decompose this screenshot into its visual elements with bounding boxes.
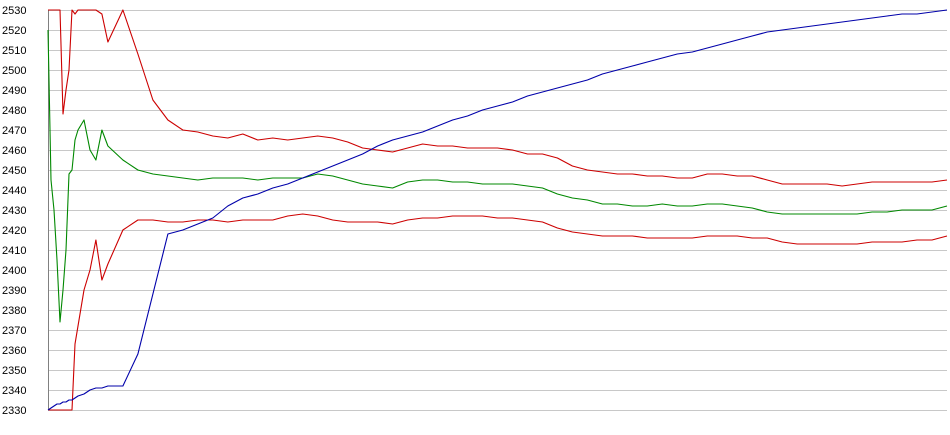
y-tick-label: 2440: [2, 185, 26, 197]
y-tick-label: 2390: [2, 285, 26, 297]
y-tick-label: 2330: [2, 405, 26, 417]
y-tick-label: 2490: [2, 85, 26, 97]
y-tick-label: 2470: [2, 125, 26, 137]
grid-lines: [48, 10, 947, 411]
series-line-4: [47, 9, 948, 411]
y-tick-label: 2520: [2, 25, 26, 37]
series-line-1: [48, 9, 948, 187]
y-tick-label: 2360: [2, 345, 26, 357]
y-tick-label: 2510: [2, 45, 26, 57]
y-tick-label: 2380: [2, 305, 26, 317]
series-lines: [47, 9, 948, 411]
y-tick-label: 2460: [2, 145, 26, 157]
y-tick-label: 2370: [2, 325, 26, 337]
series-line-3: [48, 213, 948, 411]
y-tick-labels: 2330 2340 2350 2360 2370 2380 2390 2400 2410 2420…: [2, 5, 26, 417]
series-line-2: [47, 29, 948, 323]
y-tick-label: 2500: [2, 65, 26, 77]
y-tick-label: 2340: [2, 385, 26, 397]
y-tick-label: 2410: [2, 245, 26, 257]
y-tick-label: 2350: [2, 365, 26, 377]
y-tick-label: 2400: [2, 265, 26, 277]
y-tick-label: 2480: [2, 105, 26, 117]
y-tick-label: 2450: [2, 165, 26, 177]
y-tick-label: 2420: [2, 225, 26, 237]
y-tick-label: 2430: [2, 205, 26, 217]
y-tick-label: 2530: [2, 5, 26, 17]
